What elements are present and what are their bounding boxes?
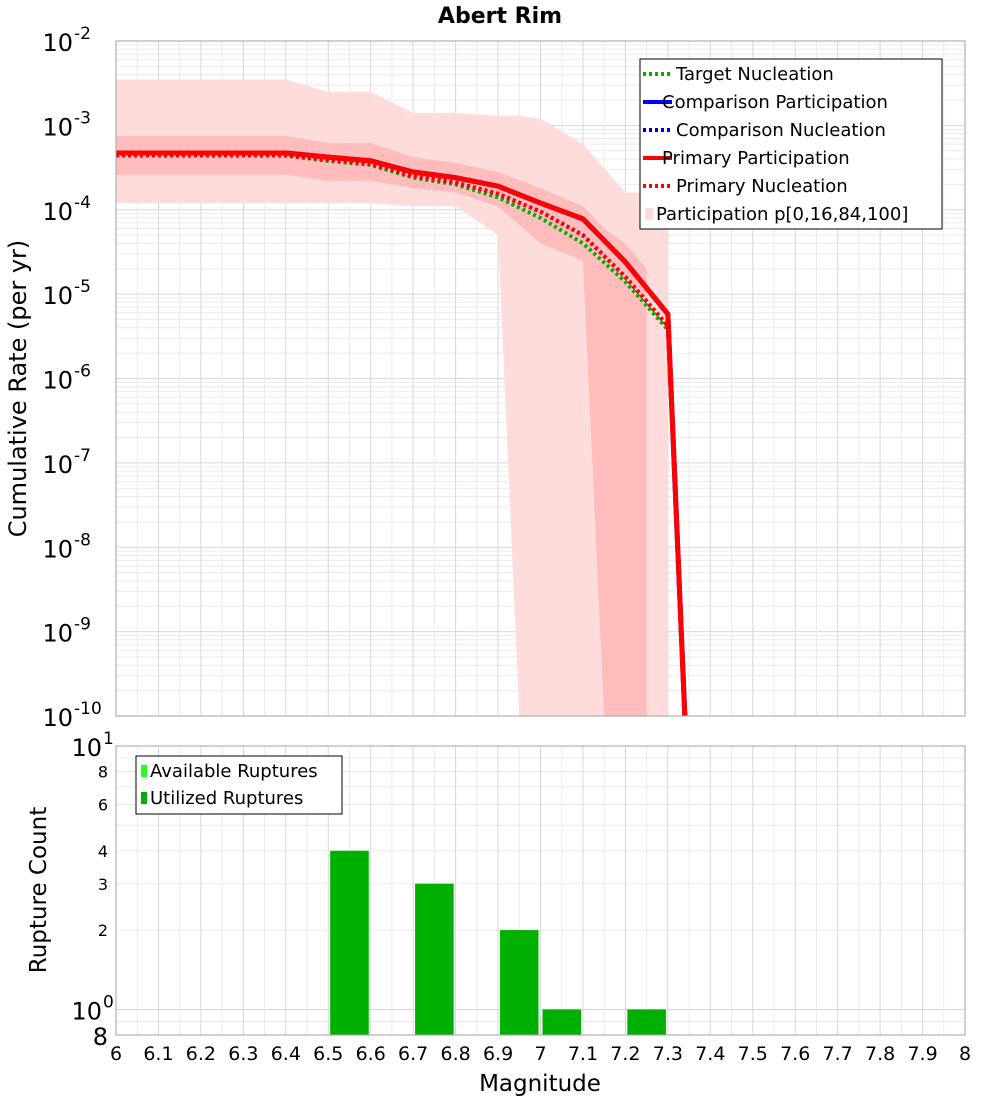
- x-tick-label: 6.9: [483, 1043, 513, 1065]
- x-tick-label: 7.5: [738, 1043, 768, 1065]
- x-axis-label: Magnitude: [479, 1071, 601, 1097]
- top-y-axis-label: Cumulative Rate (per yr): [4, 240, 32, 538]
- x-tick-label: 6.3: [228, 1043, 258, 1065]
- series-primary-nucleation: [116, 153, 670, 328]
- legend-label: Participation p[0,16,84,100]: [656, 204, 908, 225]
- y-tick-exponent: -9: [74, 615, 91, 635]
- x-tick-label: 7.8: [865, 1043, 895, 1065]
- bar-utilized-ruptures: [330, 850, 369, 1035]
- x-tick-label: 6.4: [271, 1043, 301, 1065]
- x-tick-label: 6.6: [356, 1043, 386, 1065]
- y-tick-label: 10: [42, 367, 73, 395]
- participation-band-outer: [116, 79, 668, 717]
- bottom-y-axis-label: Rupture Count: [26, 807, 52, 973]
- legend-label: Primary Participation: [662, 148, 850, 169]
- legend-label: Target Nucleation: [675, 64, 834, 85]
- top-plot-border: [115, 40, 966, 717]
- bar-utilized-ruptures: [542, 1009, 581, 1035]
- y-tick-label: 10: [42, 29, 73, 57]
- legend-label: Comparison Nucleation: [676, 120, 886, 141]
- top-legend-box: [639, 58, 943, 230]
- bottom-y-tick-label: 8: [93, 1023, 108, 1051]
- bottom-y-tick-exponent: 0: [103, 992, 114, 1012]
- y-tick-exponent: -8: [74, 530, 91, 550]
- bar-utilized-ruptures: [500, 930, 539, 1035]
- bar-utilized-ruptures: [627, 1009, 666, 1035]
- legend-label: Available Ruptures: [150, 761, 318, 782]
- x-tick-label: 7.1: [568, 1043, 598, 1065]
- x-tick-label: 7.9: [907, 1043, 937, 1065]
- y-tick-label: 10: [42, 198, 73, 226]
- bottom-y-tick-label: 10: [71, 734, 102, 762]
- x-tick-label: 7.2: [610, 1043, 640, 1065]
- chart-title: Abert Rim: [438, 4, 562, 29]
- x-tick-label: 6.5: [313, 1043, 343, 1065]
- series-primary-participation: [116, 150, 688, 717]
- bottom-y-tick-exponent: 1: [103, 729, 114, 749]
- bottom-y-tick-label: 4: [98, 842, 108, 861]
- x-tick-label: 6.8: [440, 1043, 470, 1065]
- legend-label: Utilized Ruptures: [150, 788, 303, 809]
- x-tick-label: 6.1: [143, 1043, 173, 1065]
- y-tick-exponent: -10: [74, 699, 102, 719]
- x-tick-label: 8: [959, 1043, 971, 1065]
- x-tick-label: 6: [110, 1043, 122, 1065]
- legend-label: Comparison Participation: [662, 92, 888, 113]
- y-tick-exponent: -5: [74, 277, 91, 297]
- x-tick-label: 7: [534, 1043, 546, 1065]
- y-tick-exponent: -3: [74, 108, 91, 128]
- y-tick-label: 10: [42, 620, 73, 648]
- x-tick-label: 7.4: [695, 1043, 725, 1065]
- bottom-y-tick-label: 6: [98, 795, 108, 814]
- y-tick-exponent: -7: [74, 446, 91, 466]
- y-tick-exponent: -2: [74, 24, 91, 44]
- legend-swatch: [141, 792, 147, 804]
- y-tick-label: 10: [42, 451, 73, 479]
- bar-utilized-ruptures: [415, 883, 454, 1035]
- bottom-y-tick-label: 2: [98, 921, 108, 940]
- legend-swatch: [141, 765, 147, 777]
- x-tick-label: 6.7: [398, 1043, 428, 1065]
- bottom-plot-border: [115, 745, 966, 1036]
- y-tick-label: 10: [42, 704, 73, 732]
- bottom-y-tick-label: 8: [98, 763, 108, 782]
- bottom-y-tick-label: 10: [71, 997, 102, 1025]
- y-tick-exponent: -6: [74, 362, 91, 382]
- x-tick-label: 7.6: [780, 1043, 810, 1065]
- y-tick-label: 10: [42, 113, 73, 141]
- legend-swatch: [645, 208, 653, 220]
- y-tick-label: 10: [42, 282, 73, 310]
- x-tick-label: 7.3: [653, 1043, 683, 1065]
- top-legend: Target Nucleation Comparison Participatio…: [639, 58, 943, 230]
- y-tick-label: 10: [42, 535, 73, 563]
- bottom-legend-box: [135, 755, 343, 815]
- x-tick-label: 7.7: [823, 1043, 853, 1065]
- legend-label: Primary Nucleation: [676, 176, 848, 197]
- bottom-y-tick-label: 3: [98, 875, 108, 894]
- y-tick-exponent: -4: [74, 193, 91, 213]
- x-tick-label: 6.2: [186, 1043, 216, 1065]
- bottom-legend: Available Ruptures Utilized Ruptures: [135, 755, 343, 815]
